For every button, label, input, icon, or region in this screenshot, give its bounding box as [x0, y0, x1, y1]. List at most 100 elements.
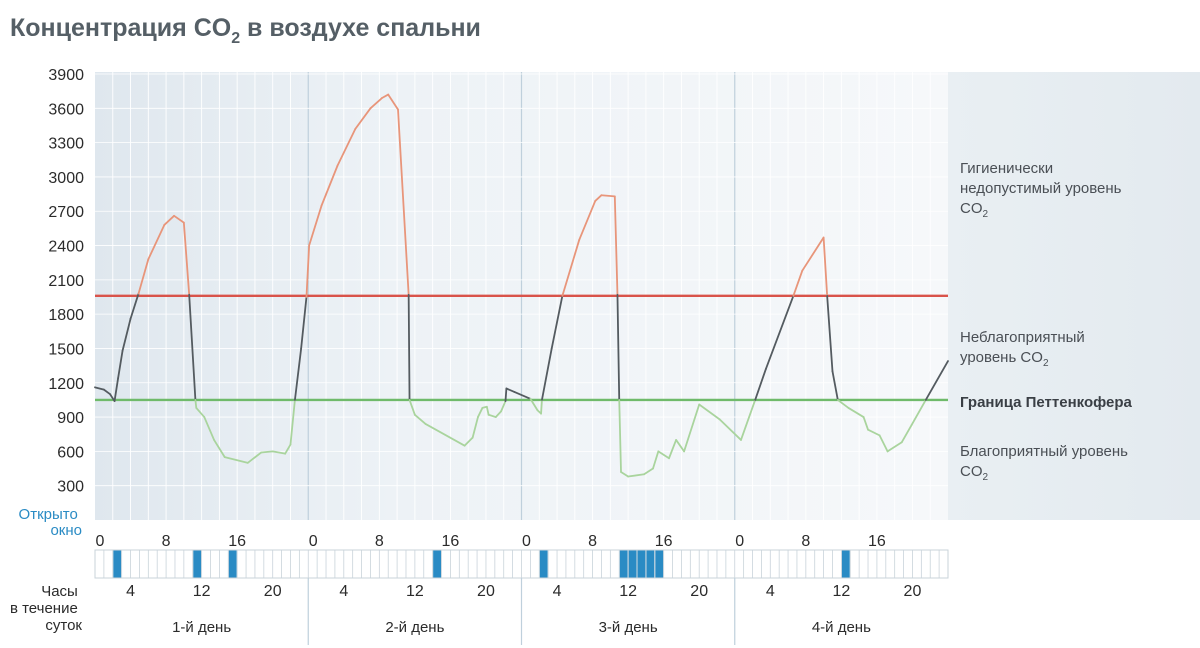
y-tick-label: 300 [57, 479, 84, 496]
series-segment-low [260, 450, 274, 454]
series-segment-high [147, 224, 166, 261]
series-segment-mid [188, 293, 197, 401]
series-segment-mid [113, 377, 120, 402]
series-segment-low [867, 428, 881, 437]
series-segment-high [387, 93, 399, 111]
zone-label-favorable: Благоприятный уровень CO2 [960, 443, 1132, 483]
series-segment-mid [109, 393, 116, 402]
series-segment-low [271, 450, 287, 455]
series-segment-high [163, 214, 175, 226]
hour-tick-top: 8 [375, 533, 384, 550]
hour-tick-bottom: 12 [619, 583, 637, 600]
y-tick-label: 3900 [48, 67, 84, 84]
series-segment-high [600, 194, 616, 198]
window-open-cell [655, 550, 664, 578]
series-segment-low [847, 407, 865, 418]
series-segment-mid [129, 292, 140, 320]
hour-tick-top: 0 [309, 533, 318, 550]
series-segment-high [613, 195, 619, 296]
hour-tick-bottom: 20 [477, 583, 495, 600]
hour-tick-bottom: 20 [690, 583, 708, 600]
title-main: Концентрация CO [10, 14, 231, 42]
series-segment-low [886, 441, 903, 453]
hour-tick-top: 0 [522, 533, 531, 550]
series-segment-low [900, 424, 913, 444]
y-tick-label: 1800 [48, 307, 84, 324]
series-segment-low [485, 405, 490, 416]
series-segment-low [627, 473, 646, 478]
series-segment-low [618, 399, 622, 473]
series-segment-low [223, 456, 249, 464]
y-tick-label: 3600 [48, 101, 84, 118]
series-segment-low [284, 443, 292, 455]
series-segment-mid [300, 296, 308, 350]
series-segment-low [463, 436, 474, 447]
series-segment-high [173, 214, 185, 224]
series-segment-high [308, 204, 323, 247]
hour-tick-bottom: 12 [406, 583, 424, 600]
window-open-cell [628, 550, 637, 578]
series-segment-mid [541, 347, 553, 401]
hour-tick-top: 8 [801, 533, 810, 550]
hour-tick-bottom: 12 [832, 583, 850, 600]
hour-tick-top: 8 [588, 533, 597, 550]
hour-tick-top: 16 [228, 533, 246, 550]
day-label: 3-й день [599, 619, 658, 636]
series-segment-high [594, 194, 603, 202]
y-tick-label: 2700 [48, 204, 84, 221]
series-segment-low [487, 413, 497, 418]
series-segment-low [878, 434, 889, 453]
day-label: 1-й день [172, 619, 231, 636]
series-segment-low [668, 439, 678, 460]
window-open-cell [646, 550, 655, 578]
series-segment-high [381, 93, 390, 99]
series-segment-low [289, 399, 296, 446]
window-open-cell [637, 550, 646, 578]
series-segment-low [910, 399, 927, 426]
series-segment-low [698, 403, 721, 421]
series-segment-low [862, 416, 869, 431]
hours-label: Часы в течение суток [10, 583, 82, 634]
series-segment-high [801, 236, 825, 272]
series-segment-high [369, 97, 383, 110]
series-segment-low [494, 410, 502, 418]
window-open-cell [539, 550, 548, 578]
series-segment-mid [504, 387, 508, 402]
chart-title: Концентрация CO2 в воздухе спальни [10, 14, 481, 47]
hour-tick-bottom: 20 [264, 583, 282, 600]
window-open-cell [841, 550, 850, 578]
series-segment-mid [94, 386, 105, 391]
window-strip [94, 549, 949, 579]
series-segment-low [408, 399, 416, 416]
window-open-label: Открыто окно [19, 506, 82, 539]
window-open-cell [193, 550, 202, 578]
hour-tick-bottom: 4 [553, 583, 562, 600]
series-segment-mid [550, 294, 564, 350]
series-segment-mid [407, 293, 411, 401]
series-segment-low [213, 439, 226, 459]
series-segment-low [424, 423, 466, 447]
series-segment-high [792, 269, 804, 297]
title-tail: в воздухе спальни [240, 14, 481, 42]
series-segment-high [336, 127, 357, 167]
day-label: 4-й день [812, 619, 871, 636]
series-segment-low [413, 413, 427, 425]
series-segment-low [652, 450, 660, 470]
day-label: 2-й день [385, 619, 444, 636]
series-segment-low [194, 399, 198, 409]
zone-label-pettenkofer: Граница Петтенкофера [960, 394, 1133, 411]
series-segment-low [203, 416, 215, 441]
series-segment-low [657, 450, 670, 460]
hour-tick-bottom: 4 [766, 583, 775, 600]
y-tick-label: 1200 [48, 376, 84, 393]
series-segment-low [718, 418, 742, 441]
y-tick-label: 3000 [48, 170, 84, 187]
hour-ticks: 0 8 16 4 12 20 0 8 16 4 12 20 0 8 16 4 12 20 0 8 16 4 12 20 [96, 533, 922, 600]
y-tick-label: 2100 [48, 273, 84, 290]
series-segment-high [561, 238, 581, 297]
hour-tick-top: 16 [868, 533, 886, 550]
hour-tick-top: 8 [162, 533, 171, 550]
title-subscript: 2 [231, 30, 240, 47]
series-segment-mid [826, 294, 834, 373]
